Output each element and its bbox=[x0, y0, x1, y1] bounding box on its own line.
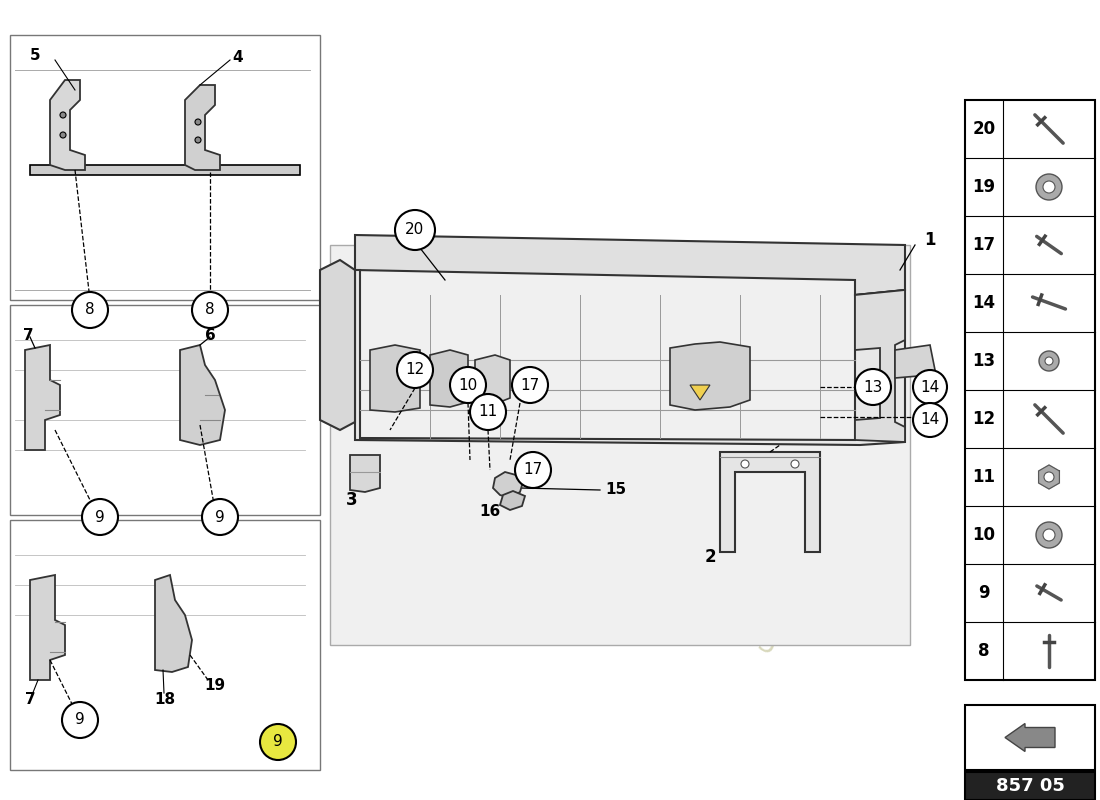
Bar bbox=[965, 705, 1094, 770]
Text: 7: 7 bbox=[23, 327, 33, 342]
Text: 19: 19 bbox=[205, 678, 225, 693]
Polygon shape bbox=[25, 345, 60, 450]
Text: 8: 8 bbox=[206, 302, 214, 318]
Circle shape bbox=[62, 702, 98, 738]
Text: 5: 5 bbox=[30, 47, 41, 62]
Circle shape bbox=[1043, 529, 1055, 541]
Circle shape bbox=[470, 394, 506, 430]
Circle shape bbox=[1040, 351, 1059, 371]
Polygon shape bbox=[180, 345, 226, 445]
Text: 14: 14 bbox=[921, 379, 939, 394]
Text: 12: 12 bbox=[972, 410, 996, 428]
Text: 9: 9 bbox=[95, 510, 104, 525]
Text: 17: 17 bbox=[524, 462, 542, 478]
Polygon shape bbox=[320, 260, 355, 430]
Text: 7: 7 bbox=[24, 693, 35, 707]
Circle shape bbox=[195, 137, 201, 143]
Text: 15: 15 bbox=[605, 482, 626, 498]
Circle shape bbox=[260, 724, 296, 760]
Polygon shape bbox=[493, 472, 522, 498]
Text: 20: 20 bbox=[972, 120, 996, 138]
Text: 17: 17 bbox=[520, 378, 540, 393]
Polygon shape bbox=[855, 290, 905, 442]
Polygon shape bbox=[1005, 723, 1055, 751]
Polygon shape bbox=[475, 355, 510, 404]
Bar bbox=[10, 35, 320, 300]
Polygon shape bbox=[1038, 465, 1059, 489]
Text: 20: 20 bbox=[406, 222, 425, 238]
Circle shape bbox=[192, 292, 228, 328]
Polygon shape bbox=[500, 491, 525, 510]
Text: 6: 6 bbox=[205, 327, 216, 342]
Bar bbox=[330, 245, 910, 645]
Polygon shape bbox=[185, 85, 220, 170]
Text: 4: 4 bbox=[232, 50, 243, 66]
Circle shape bbox=[741, 460, 749, 468]
Bar bbox=[965, 100, 1094, 680]
Circle shape bbox=[1036, 522, 1062, 548]
Text: a passion for parts since 1985: a passion for parts since 1985 bbox=[398, 439, 782, 661]
Polygon shape bbox=[370, 345, 420, 412]
Text: 19: 19 bbox=[972, 178, 996, 196]
Bar bbox=[965, 772, 1094, 800]
Polygon shape bbox=[350, 455, 380, 492]
Circle shape bbox=[855, 369, 891, 405]
Circle shape bbox=[913, 370, 947, 404]
Text: 11: 11 bbox=[478, 405, 497, 419]
Circle shape bbox=[913, 403, 947, 437]
Text: 13: 13 bbox=[864, 379, 882, 394]
Text: 3: 3 bbox=[346, 491, 358, 509]
Polygon shape bbox=[355, 235, 905, 295]
Text: 10: 10 bbox=[972, 526, 996, 544]
Text: 9: 9 bbox=[75, 713, 85, 727]
Circle shape bbox=[72, 292, 108, 328]
Polygon shape bbox=[720, 452, 820, 552]
Polygon shape bbox=[155, 575, 192, 672]
Polygon shape bbox=[355, 270, 905, 445]
Circle shape bbox=[515, 452, 551, 488]
Circle shape bbox=[202, 499, 238, 535]
Text: europes: europes bbox=[366, 397, 873, 503]
Text: 11: 11 bbox=[972, 468, 996, 486]
Circle shape bbox=[195, 119, 201, 125]
Circle shape bbox=[1043, 181, 1055, 193]
Text: 8: 8 bbox=[85, 302, 95, 318]
Text: 13: 13 bbox=[972, 352, 996, 370]
Circle shape bbox=[82, 499, 118, 535]
Polygon shape bbox=[430, 350, 468, 407]
Circle shape bbox=[1045, 357, 1053, 365]
Bar bbox=[10, 520, 320, 770]
Text: 10: 10 bbox=[459, 378, 477, 393]
Bar bbox=[10, 305, 320, 515]
Circle shape bbox=[395, 210, 434, 250]
Text: 14: 14 bbox=[921, 413, 939, 427]
Text: 17: 17 bbox=[972, 236, 996, 254]
Circle shape bbox=[1036, 174, 1062, 200]
Text: 9: 9 bbox=[978, 584, 990, 602]
Text: 8: 8 bbox=[978, 642, 990, 660]
Text: 14: 14 bbox=[972, 294, 996, 312]
Circle shape bbox=[450, 367, 486, 403]
Circle shape bbox=[512, 367, 548, 403]
Text: 18: 18 bbox=[154, 693, 176, 707]
Text: 2: 2 bbox=[704, 548, 716, 566]
Circle shape bbox=[397, 352, 433, 388]
Polygon shape bbox=[670, 342, 750, 410]
Text: 12: 12 bbox=[406, 362, 425, 378]
Text: 9: 9 bbox=[216, 510, 224, 525]
Text: 1: 1 bbox=[924, 231, 936, 249]
Circle shape bbox=[1044, 472, 1054, 482]
Circle shape bbox=[60, 112, 66, 118]
Text: 857 05: 857 05 bbox=[996, 777, 1065, 795]
Text: 9: 9 bbox=[273, 734, 283, 750]
Polygon shape bbox=[895, 345, 935, 378]
Circle shape bbox=[791, 460, 799, 468]
Text: 16: 16 bbox=[480, 503, 501, 518]
Polygon shape bbox=[690, 385, 710, 400]
Bar bbox=[30, 165, 300, 175]
Circle shape bbox=[60, 132, 66, 138]
Polygon shape bbox=[50, 80, 85, 170]
Polygon shape bbox=[30, 575, 65, 680]
Text: 855: 855 bbox=[634, 295, 926, 445]
